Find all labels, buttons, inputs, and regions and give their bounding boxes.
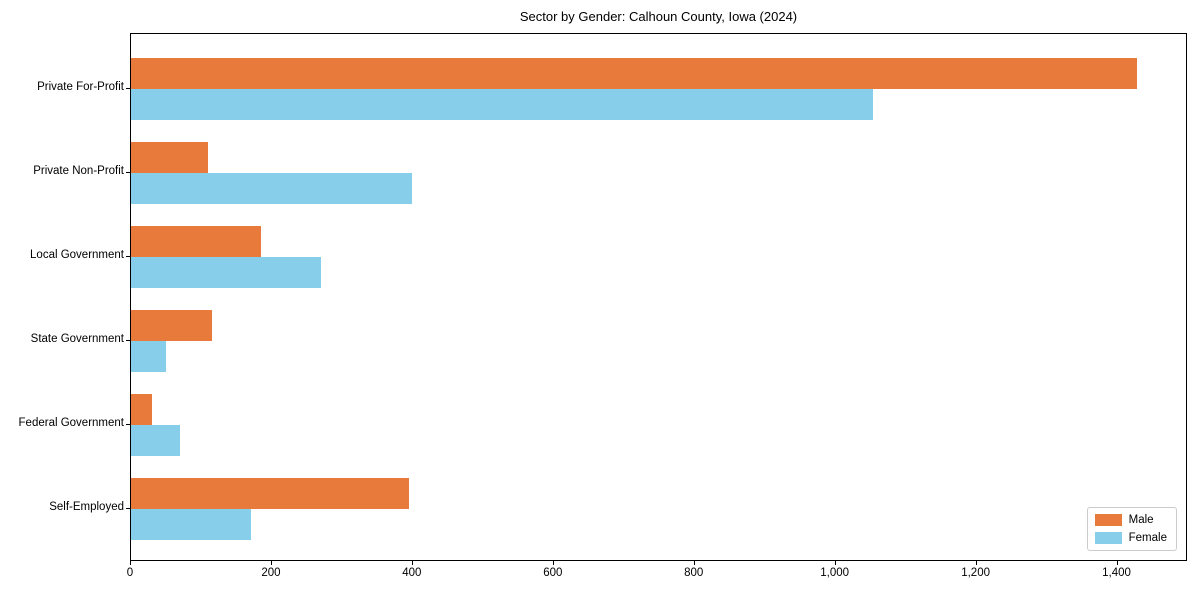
y-tick-mark xyxy=(126,508,130,509)
legend: Male Female xyxy=(1086,507,1177,551)
x-tick-label: 200 xyxy=(261,567,281,579)
x-tick-mark xyxy=(411,561,413,565)
legend-swatch xyxy=(1094,532,1122,544)
x-tick-mark xyxy=(975,561,977,565)
y-tick-mark xyxy=(126,256,130,257)
plot-area: Male Female xyxy=(130,33,1187,561)
bar-male xyxy=(131,58,1137,89)
chart-title: Sector by Gender: Calhoun County, Iowa (… xyxy=(519,9,798,24)
bar-female xyxy=(131,425,181,456)
x-tick-mark xyxy=(693,561,695,565)
y-tick-label: State Government xyxy=(30,333,124,345)
y-tick-mark xyxy=(126,172,130,173)
bar-female xyxy=(131,257,321,288)
bar-male xyxy=(131,226,262,257)
y-tick-label: Private Non-Profit xyxy=(33,165,124,177)
bar-male xyxy=(131,142,209,173)
y-tick-label: Local Government xyxy=(30,249,124,261)
bar-female xyxy=(131,89,874,120)
legend-label: Female xyxy=(1128,532,1167,544)
y-tick-mark xyxy=(126,340,130,341)
x-tick-mark xyxy=(130,561,131,565)
bar-female xyxy=(131,509,251,540)
bar-male xyxy=(131,394,153,425)
bar-male xyxy=(131,478,409,509)
x-tick-mark xyxy=(552,561,554,565)
x-tick-label: 400 xyxy=(402,567,422,579)
x-tick-label: 1,000 xyxy=(820,567,850,579)
legend-item: Female xyxy=(1094,532,1167,544)
x-tick-mark xyxy=(1116,561,1118,565)
x-tick-label: 1,200 xyxy=(961,567,990,579)
x-tick-mark xyxy=(834,561,836,565)
x-tick-label: 600 xyxy=(543,567,563,579)
legend-item: Male xyxy=(1094,514,1167,526)
x-tick-label: 1,400 xyxy=(1102,567,1131,579)
legend-swatch xyxy=(1094,514,1122,526)
y-tick-label: Private For-Profit xyxy=(37,81,124,93)
bar-male xyxy=(131,310,212,341)
bar-female xyxy=(131,341,167,372)
legend-label: Male xyxy=(1128,514,1154,526)
y-tick-label: Self-Employed xyxy=(49,501,124,513)
x-tick-mark xyxy=(270,561,272,565)
x-tick-label: 0 xyxy=(126,567,134,579)
bar-female xyxy=(131,173,413,204)
y-tick-mark xyxy=(126,88,130,89)
y-tick-label: Federal Government xyxy=(18,417,124,429)
y-tick-mark xyxy=(126,424,130,425)
x-tick-label: 800 xyxy=(684,567,704,579)
